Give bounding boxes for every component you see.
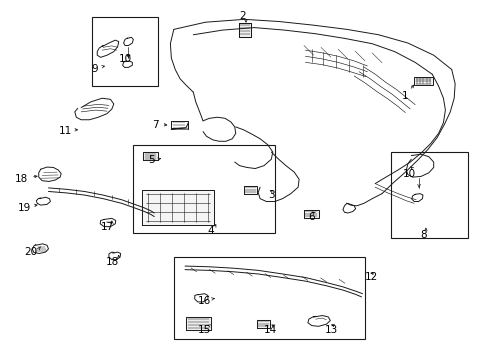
- Text: 14: 14: [263, 325, 276, 335]
- Text: 9: 9: [91, 64, 98, 74]
- Text: 10: 10: [402, 168, 415, 179]
- Text: 18: 18: [106, 257, 119, 267]
- Bar: [92, 17, 158, 86]
- Text: 13: 13: [324, 325, 337, 335]
- Text: 10: 10: [118, 54, 131, 64]
- Polygon shape: [143, 152, 158, 160]
- Text: 19: 19: [18, 203, 31, 213]
- Text: 16: 16: [198, 296, 211, 306]
- Text: 5: 5: [148, 155, 155, 165]
- Text: 17: 17: [100, 222, 113, 232]
- Text: 12: 12: [364, 272, 377, 282]
- Text: 4: 4: [206, 226, 213, 236]
- Polygon shape: [256, 320, 270, 328]
- Polygon shape: [185, 318, 211, 330]
- Text: 2: 2: [239, 11, 246, 21]
- Text: 15: 15: [198, 325, 211, 335]
- Text: 3: 3: [267, 190, 274, 200]
- Text: 11: 11: [59, 126, 72, 136]
- Bar: [133, 145, 274, 233]
- Text: 18: 18: [15, 174, 28, 184]
- Polygon shape: [238, 23, 251, 37]
- Polygon shape: [142, 190, 214, 225]
- Polygon shape: [171, 123, 188, 129]
- Text: 8: 8: [420, 230, 427, 239]
- Bar: [390, 152, 467, 238]
- Polygon shape: [243, 186, 257, 194]
- Bar: [173, 257, 365, 338]
- Text: 1: 1: [401, 91, 408, 101]
- Text: 20: 20: [24, 247, 38, 257]
- Text: 6: 6: [308, 212, 314, 221]
- Polygon shape: [304, 210, 318, 218]
- Bar: [413, 77, 432, 85]
- Text: 7: 7: [152, 121, 159, 130]
